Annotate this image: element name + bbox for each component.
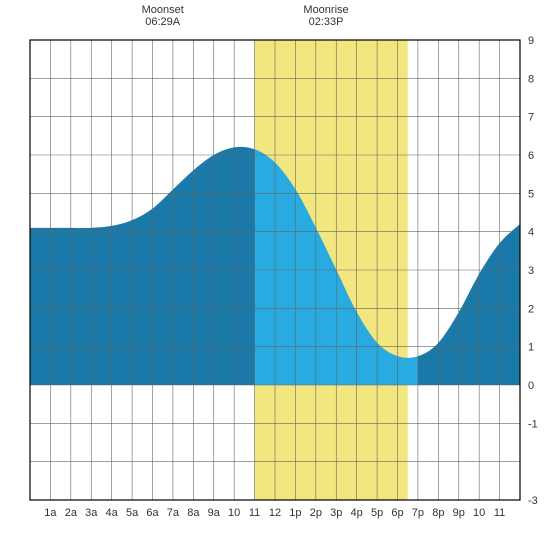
svg-text:7a: 7a bbox=[167, 507, 180, 519]
svg-text:12: 12 bbox=[269, 507, 281, 519]
svg-text:3a: 3a bbox=[85, 507, 98, 519]
moon-event-title: Moonrise bbox=[296, 4, 356, 16]
svg-text:9a: 9a bbox=[208, 507, 221, 519]
svg-text:2a: 2a bbox=[65, 507, 78, 519]
svg-text:8: 8 bbox=[528, 73, 534, 85]
moonset-label: Moonset06:29A bbox=[133, 4, 193, 28]
svg-text:5a: 5a bbox=[126, 507, 139, 519]
svg-text:4p: 4p bbox=[351, 507, 363, 519]
svg-text:9: 9 bbox=[528, 35, 534, 47]
svg-text:1a: 1a bbox=[44, 507, 57, 519]
svg-text:8p: 8p bbox=[432, 507, 444, 519]
chart-svg: -3-101234567891a2a3a4a5a6a7a8a9a1011121p… bbox=[0, 0, 550, 550]
svg-text:2p: 2p bbox=[310, 507, 322, 519]
svg-text:6a: 6a bbox=[146, 507, 159, 519]
svg-text:10: 10 bbox=[473, 507, 485, 519]
svg-text:6p: 6p bbox=[391, 507, 403, 519]
svg-text:9p: 9p bbox=[453, 507, 465, 519]
svg-text:7p: 7p bbox=[412, 507, 424, 519]
svg-text:2: 2 bbox=[528, 303, 534, 315]
tide-chart: Moonset06:29AMoonrise02:33P -3-101234567… bbox=[0, 0, 550, 550]
svg-text:3: 3 bbox=[528, 265, 534, 277]
moon-event-time: 06:29A bbox=[133, 16, 193, 28]
svg-text:7: 7 bbox=[528, 112, 534, 124]
svg-text:6: 6 bbox=[528, 150, 534, 162]
svg-text:-3: -3 bbox=[528, 495, 538, 507]
svg-text:1: 1 bbox=[528, 342, 534, 354]
moonrise-label: Moonrise02:33P bbox=[296, 4, 356, 28]
svg-text:1p: 1p bbox=[289, 507, 301, 519]
svg-text:0: 0 bbox=[528, 380, 534, 392]
svg-text:10: 10 bbox=[228, 507, 240, 519]
moon-event-title: Moonset bbox=[133, 4, 193, 16]
moon-event-time: 02:33P bbox=[296, 16, 356, 28]
svg-text:3p: 3p bbox=[330, 507, 342, 519]
svg-text:5p: 5p bbox=[371, 507, 383, 519]
svg-text:4: 4 bbox=[528, 227, 534, 239]
svg-text:11: 11 bbox=[494, 507, 505, 519]
svg-text:-1: -1 bbox=[528, 418, 538, 430]
svg-text:5: 5 bbox=[528, 188, 534, 200]
svg-text:8a: 8a bbox=[187, 507, 200, 519]
svg-text:4a: 4a bbox=[106, 507, 119, 519]
svg-text:11: 11 bbox=[249, 507, 260, 519]
